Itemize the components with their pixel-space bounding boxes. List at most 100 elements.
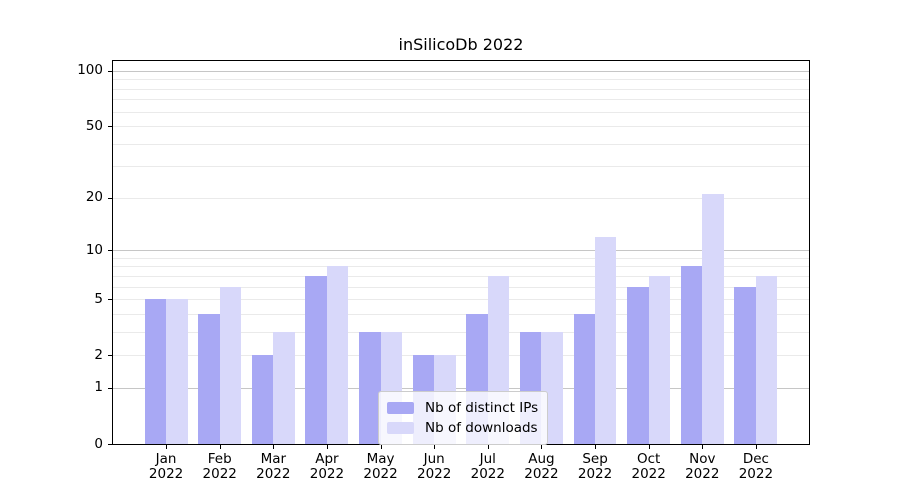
legend: Nb of distinct IPs Nb of downloads — [378, 391, 549, 445]
y-tick-mark — [108, 444, 112, 445]
x-tick-label: Sep 2022 — [560, 452, 630, 482]
x-tick-month: Nov — [689, 451, 716, 467]
x-tick-month: Dec — [742, 451, 769, 467]
major-gridline — [113, 387, 809, 389]
bar-mar-s1 — [273, 331, 295, 444]
y-tick-mark — [108, 299, 112, 301]
plot-area: Nb of distinct IPs Nb of downloads — [112, 60, 810, 445]
bar-sep-s1 — [595, 236, 617, 444]
minor-gridline — [113, 143, 809, 145]
y-tick-mark — [108, 197, 112, 199]
bar-apr-s0 — [305, 275, 327, 444]
x-tick-label: Apr 2022 — [292, 452, 362, 482]
x-tick-label: Jan 2022 — [131, 452, 201, 482]
x-tick-mark — [166, 445, 168, 449]
x-tick-label: Aug 2022 — [506, 452, 576, 482]
x-tick-year: 2022 — [524, 466, 559, 482]
x-tick-month: Aug — [528, 451, 555, 467]
x-tick-year: 2022 — [470, 466, 505, 482]
bar-oct-s1 — [648, 275, 671, 444]
y-tick-mark — [108, 126, 112, 128]
x-tick-label: Dec 2022 — [721, 452, 791, 482]
x-tick-month: Jul — [479, 451, 496, 467]
chart-title: inSilicoDb 2022 — [398, 35, 524, 54]
y-tick-label: 2 — [94, 346, 103, 363]
legend-swatch — [387, 422, 414, 434]
x-tick-month: Jun — [423, 451, 445, 467]
x-tick-year: 2022 — [309, 466, 345, 482]
bar-dec-s1 — [755, 275, 778, 444]
x-tick-month: Oct — [637, 451, 661, 467]
x-tick-year: 2022 — [202, 466, 237, 482]
y-tick-label: 50 — [85, 117, 103, 134]
y-tick-mark — [108, 70, 112, 72]
x-tick-year: 2022 — [256, 466, 291, 482]
x-tick-mark — [326, 445, 328, 449]
minor-gridline — [113, 299, 809, 301]
x-tick-label: Jul 2022 — [453, 452, 523, 482]
x-tick-month: May — [366, 451, 395, 467]
x-tick-label: Jun 2022 — [399, 452, 469, 482]
x-tick-year: 2022 — [738, 466, 774, 482]
bar-oct-s0 — [627, 286, 649, 444]
x-tick-year: 2022 — [685, 466, 720, 482]
x-tick-month: Feb — [207, 451, 232, 467]
bar-nov-s0 — [680, 266, 703, 444]
minor-gridline — [113, 257, 809, 259]
x-tick-mark — [702, 445, 704, 449]
legend-row: Nb of downloads — [387, 418, 538, 438]
x-tick-mark — [273, 445, 275, 449]
legend-row: Nb of distinct IPs — [387, 398, 538, 418]
minor-gridline — [113, 99, 809, 101]
bar-jan-s1 — [166, 299, 188, 444]
minor-gridline — [113, 197, 809, 199]
legend-label: Nb of distinct IPs — [425, 400, 539, 416]
y-tick-label: 5 — [94, 290, 103, 307]
x-tick-mark — [541, 445, 543, 449]
bar-mar-s0 — [251, 355, 274, 444]
x-tick-year: 2022 — [363, 466, 398, 482]
minor-gridline — [113, 166, 809, 168]
bar-nov-s1 — [702, 194, 724, 444]
y-tick-mark — [108, 355, 112, 357]
major-gridline — [113, 250, 809, 252]
x-tick-mark — [219, 445, 221, 449]
bar-jan-s0 — [144, 299, 167, 444]
x-tick-month: Sep — [582, 451, 608, 467]
minor-gridline — [113, 286, 809, 288]
minor-gridline — [113, 313, 809, 315]
x-tick-mark — [487, 445, 489, 449]
minor-gridline — [113, 88, 809, 90]
x-tick-label: May 2022 — [346, 452, 416, 482]
x-tick-label: Nov 2022 — [667, 452, 737, 482]
y-tick-mark — [108, 387, 112, 389]
y-tick-label: 20 — [85, 189, 103, 206]
x-tick-mark — [595, 445, 597, 449]
major-gridline — [113, 70, 809, 72]
bar-feb-s0 — [198, 313, 220, 444]
y-tick-mark — [108, 250, 112, 252]
y-tick-label: 1 — [94, 379, 103, 396]
bar-may-s0 — [359, 331, 381, 444]
bar-sep-s0 — [573, 313, 596, 444]
y-tick-label: 100 — [77, 62, 103, 79]
x-tick-mark — [648, 445, 650, 449]
x-tick-month: Apr — [315, 451, 339, 467]
x-tick-label: Mar 2022 — [238, 452, 308, 482]
x-tick-mark — [755, 445, 757, 449]
minor-gridline — [113, 266, 809, 268]
y-tick-label: 10 — [85, 241, 103, 258]
x-tick-mark — [434, 445, 436, 449]
legend-label: Nb of downloads — [425, 420, 538, 436]
minor-gridline — [113, 275, 809, 277]
y-tick-label: 0 — [94, 435, 103, 452]
bar-dec-s0 — [734, 286, 756, 444]
minor-gridline — [113, 111, 809, 113]
x-tick-label: Oct 2022 — [614, 452, 684, 482]
minor-gridline — [113, 126, 809, 128]
x-tick-mark — [380, 445, 382, 449]
bar-apr-s1 — [326, 266, 349, 444]
x-tick-year: 2022 — [417, 466, 452, 482]
x-tick-month: Jan — [155, 451, 177, 467]
